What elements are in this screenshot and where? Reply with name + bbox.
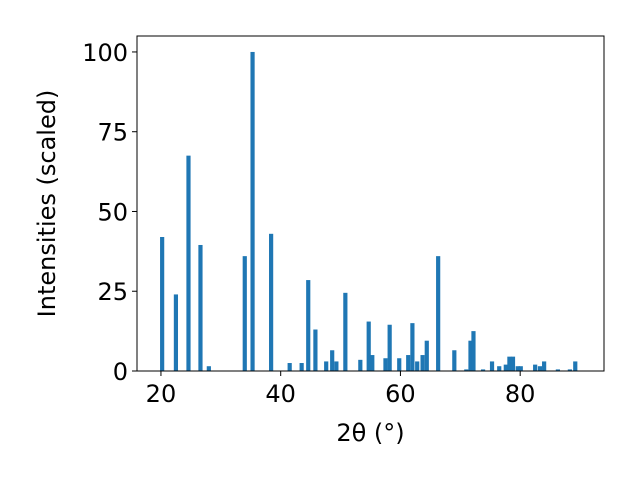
y-tick-label: 0 — [113, 358, 128, 386]
x-axis-label: 2θ (°) — [336, 419, 404, 447]
bar — [160, 237, 165, 371]
bar — [420, 355, 425, 371]
bar — [573, 361, 578, 371]
bar — [424, 340, 429, 371]
bar — [242, 256, 247, 371]
bar — [383, 358, 388, 371]
bar — [306, 280, 311, 371]
bar — [334, 361, 339, 371]
bar — [366, 321, 371, 371]
x-tick-label: 60 — [385, 380, 416, 408]
bar — [567, 369, 572, 371]
bar — [324, 361, 329, 371]
bar — [406, 355, 411, 371]
bar — [452, 350, 457, 371]
x-tick-label: 40 — [265, 380, 296, 408]
y-tick-label: 75 — [97, 119, 128, 147]
bar — [387, 324, 392, 371]
bar — [358, 359, 363, 371]
y-axis-label: Intensities (scaled) — [33, 90, 61, 318]
bar — [515, 366, 520, 371]
bar — [287, 363, 292, 371]
bar — [542, 361, 547, 371]
bar — [471, 331, 476, 371]
bar — [533, 364, 538, 371]
y-tick-label: 100 — [82, 39, 128, 67]
bar — [537, 366, 543, 371]
bar — [250, 51, 255, 371]
bars-group — [160, 51, 578, 371]
bar — [206, 366, 211, 371]
bar — [510, 356, 516, 371]
x-axis: 20 40 60 80 — [146, 371, 536, 408]
bar — [518, 366, 523, 371]
bar — [397, 358, 402, 371]
bar — [198, 244, 203, 371]
x-tick-label: 80 — [505, 380, 536, 408]
plot-frame — [136, 35, 605, 372]
bar — [555, 369, 560, 371]
bar — [410, 323, 415, 371]
y-tick-label: 50 — [97, 198, 128, 226]
y-axis: 0 25 50 75 100 — [82, 39, 137, 386]
x-tick-label: 20 — [146, 380, 177, 408]
bar — [503, 364, 508, 371]
bar — [370, 355, 375, 371]
bar — [313, 329, 318, 371]
bar — [507, 356, 512, 371]
y-tick-label: 25 — [97, 278, 128, 306]
bar — [415, 361, 420, 371]
bar — [464, 369, 469, 371]
bar — [343, 292, 348, 371]
bar — [497, 366, 502, 371]
bar — [489, 361, 495, 371]
bar — [480, 369, 486, 371]
bar — [269, 233, 274, 371]
bar — [173, 294, 179, 371]
bar — [299, 363, 304, 371]
bar — [330, 350, 335, 371]
bar — [436, 256, 441, 371]
bar — [468, 340, 473, 371]
bar — [186, 155, 191, 371]
